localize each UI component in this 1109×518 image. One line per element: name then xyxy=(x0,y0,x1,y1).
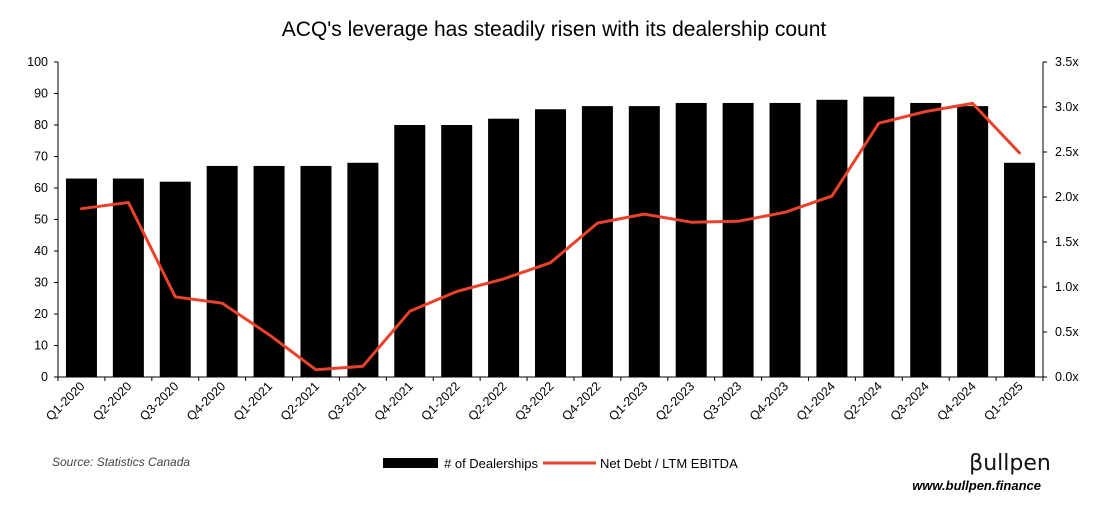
bar-Q3-2022 xyxy=(535,109,566,377)
x-tick-label: Q1-2020 xyxy=(43,379,87,423)
y-left-tick-label: 10 xyxy=(34,339,48,353)
line-point-Q4-2022 xyxy=(596,221,599,225)
line-point-Q1-2025 xyxy=(1018,151,1021,155)
bar-Q4-2024 xyxy=(957,106,989,377)
line-point-Q4-2024 xyxy=(971,102,974,105)
x-tick-label: Q2-2023 xyxy=(653,379,697,423)
y-right-tick-label: 3.5x xyxy=(1055,55,1079,69)
plot-area: 0 10 20 30 40 50 60 70 80 90 100 0.0x 0.5x 1.0x 1.5x 2.… xyxy=(27,55,1079,424)
y-right-tick-label: 1.5x xyxy=(1055,235,1079,249)
x-tick-label: Q4-2023 xyxy=(747,379,791,423)
x-tick-label: Q4-2021 xyxy=(372,379,416,423)
bar-Q3-2024 xyxy=(910,102,942,377)
x-tick-label: Q2-2021 xyxy=(278,379,322,423)
line-point-Q2-2024 xyxy=(877,122,881,125)
bar-Q3-2020 xyxy=(159,181,191,377)
legend-bar-swatch xyxy=(383,458,438,468)
x-tick-label: Q1-2022 xyxy=(419,379,463,423)
bar-Q1-2023 xyxy=(628,106,660,377)
legend-line-label: Net Debt / LTM EBITDA xyxy=(600,456,738,471)
y-right-tick-label: 2.0x xyxy=(1055,190,1079,204)
line-point-Q2-2020 xyxy=(127,201,130,204)
x-tick-label: Q3-2024 xyxy=(888,379,932,423)
line-point-Q2-2022 xyxy=(502,277,505,281)
x-tick-label: Q3-2021 xyxy=(325,379,369,423)
bar-Q2-2020 xyxy=(112,178,144,377)
brand-logo: βullpen xyxy=(969,451,1051,476)
x-tick-label: Q2-2022 xyxy=(465,379,509,423)
x-tick-label: Q1-2023 xyxy=(606,379,650,423)
x-tick-label: Q2-2024 xyxy=(841,379,885,423)
y-right-tick-label: 0.0x xyxy=(1055,370,1079,384)
bar-Q1-2024 xyxy=(816,99,848,378)
y-left-tick-label: 60 xyxy=(34,181,48,195)
y-right-tick-label: 2.5x xyxy=(1055,145,1079,159)
bar-Q4-2020 xyxy=(206,165,238,377)
line-point-Q1-2020 xyxy=(80,207,83,210)
bar-Q2-2022 xyxy=(488,118,520,377)
y-left-tick-label: 100 xyxy=(27,55,48,69)
y-left-tick-label: 80 xyxy=(34,118,48,132)
line-point-Q3-2021 xyxy=(361,365,365,368)
bar-Q1-2020 xyxy=(65,178,97,377)
legend: # of Dealerships Net Debt / LTM EBITDA xyxy=(383,456,738,471)
x-tick-label: Q1-2021 xyxy=(231,379,275,423)
y-left-tick-label: 50 xyxy=(34,213,48,227)
bar-Q2-2021 xyxy=(300,165,332,377)
bar-Q4-2023 xyxy=(769,102,801,377)
bar-Q1-2022 xyxy=(441,125,473,377)
line-point-Q3-2023 xyxy=(736,220,740,223)
line-point-Q1-2022 xyxy=(455,290,458,293)
brand: βullpen www.bullpen.finance xyxy=(912,451,1051,493)
bar-Q2-2024 xyxy=(863,96,895,378)
x-tick-label: Q4-2022 xyxy=(559,379,603,423)
x-tick-label: Q3-2022 xyxy=(512,379,556,423)
y-left-tick-label: 40 xyxy=(34,244,48,258)
chart-title: ACQ's leverage has steadily risen with i… xyxy=(282,18,827,41)
y-right-tick-label: 0.5x xyxy=(1055,325,1079,339)
legend-bar-label: # of Dealerships xyxy=(444,456,538,471)
y-left-tick-label: 90 xyxy=(34,87,48,101)
line-point-Q3-2024 xyxy=(924,110,927,113)
source-note: Source: Statistics Canada xyxy=(52,455,190,469)
line-point-Q2-2023 xyxy=(690,221,693,224)
x-tick-label: Q1-2025 xyxy=(981,379,1025,423)
x-tick-label: Q3-2023 xyxy=(700,379,744,423)
line-point-Q4-2023 xyxy=(783,211,787,214)
x-tick-label: Q4-2020 xyxy=(184,379,228,423)
bar-Q1-2025 xyxy=(1004,162,1036,377)
y-right-tick-label: 1.0x xyxy=(1055,280,1079,294)
bar-Q2-2023 xyxy=(675,102,707,377)
x-tick-label: Q2-2020 xyxy=(90,379,134,423)
line-point-Q4-2020 xyxy=(220,302,224,305)
bar-Q1-2021 xyxy=(253,165,285,377)
y-left-tick-label: 0 xyxy=(41,370,48,384)
line-point-Q3-2022 xyxy=(549,261,552,264)
x-tick-label: Q3-2020 xyxy=(137,379,181,423)
bar-Q4-2021 xyxy=(394,125,426,377)
x-tick-label: Q1-2024 xyxy=(794,379,838,423)
line-point-Q1-2021 xyxy=(267,333,271,336)
bar-Q4-2022 xyxy=(581,106,613,377)
line-point-Q4-2021 xyxy=(408,310,411,313)
y-left-tick-label: 20 xyxy=(34,307,48,321)
line-point-Q1-2024 xyxy=(830,194,834,198)
bar-Q3-2021 xyxy=(347,162,379,377)
y-left-tick-label: 30 xyxy=(34,276,48,290)
y-right-tick-label: 3.0x xyxy=(1055,100,1079,114)
x-tick-label: Q4-2024 xyxy=(934,379,978,423)
line-point-Q1-2023 xyxy=(643,212,646,216)
brand-url: www.bullpen.finance xyxy=(912,478,1041,493)
line-point-Q2-2021 xyxy=(314,368,318,371)
line-point-Q3-2020 xyxy=(174,295,177,299)
y-left-tick-label: 70 xyxy=(34,150,48,164)
bar-Q3-2023 xyxy=(722,102,754,377)
